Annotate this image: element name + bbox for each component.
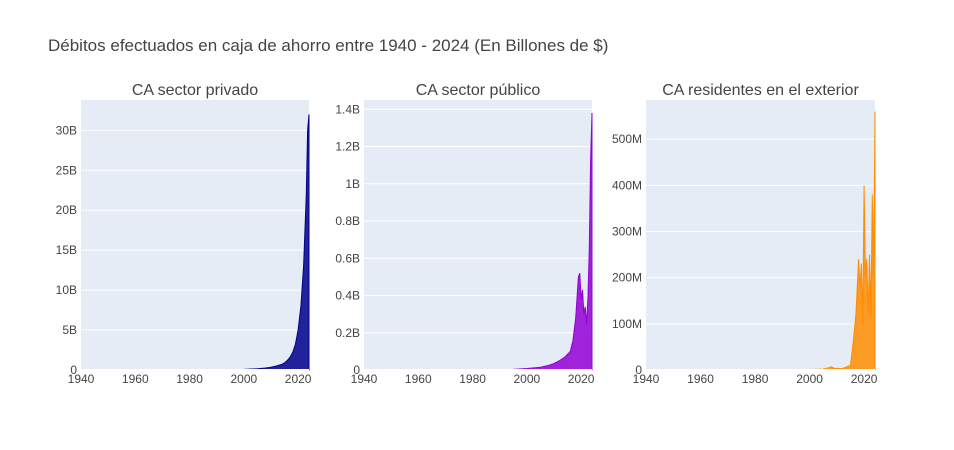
- y-tick-label: 0.8B: [335, 214, 360, 228]
- y-tick-label: 200M: [612, 271, 642, 285]
- subplot-title: CA sector privado: [132, 82, 258, 99]
- y-tick-label: 1.4B: [335, 102, 360, 116]
- subplot-1: 0 5B 10B 15B 20B 25B 30B 1940 1960 1980 2000 2020 CA…: [56, 82, 312, 386]
- plot-background: [81, 100, 309, 370]
- y-tick-label: 500M: [612, 132, 642, 146]
- y-tick-label: 1B: [345, 177, 360, 191]
- x-tick-label: 2000: [231, 372, 258, 386]
- y-tick-label: 15B: [56, 243, 77, 257]
- y-tick-label: 0: [70, 363, 77, 377]
- y-tick-label: 100M: [612, 317, 642, 331]
- x-tick-label: 1980: [459, 372, 486, 386]
- y-tick-label: 1.2B: [335, 140, 360, 154]
- y-tick-label: 25B: [56, 163, 77, 177]
- y-tick-label: 0: [353, 363, 360, 377]
- series-area: [645, 111, 876, 371]
- chart-title: Débitos efectuados en caja de ahorro ent…: [48, 36, 608, 55]
- x-tick-label: 2020: [568, 372, 595, 386]
- y-tick-label: 400M: [612, 178, 642, 192]
- x-tick-label: 1980: [176, 372, 203, 386]
- x-tick-label: 1980: [742, 372, 769, 386]
- y-tick-label: 10B: [56, 283, 77, 297]
- x-tick-label: 1940: [351, 372, 378, 386]
- x-tick-label: 2000: [796, 372, 823, 386]
- y-tick-label: 0.4B: [335, 289, 360, 303]
- y-tick-label: 20B: [56, 203, 77, 217]
- subplot-title: CA sector público: [416, 82, 541, 99]
- subplot-3: 0 100M 200M 300M 400M 500M 1940 1960 1980 2000 202…: [612, 82, 878, 386]
- y-tick-label: 0.2B: [335, 326, 360, 340]
- chart-panels: 0 5B 10B 15B 20B 25B 30B 1940 1960 1980 2000 2020 CA…: [56, 82, 878, 386]
- y-tick-label: 0: [635, 363, 642, 377]
- plot-background: [646, 100, 875, 370]
- subplot-title: CA residentes en el exterior: [662, 82, 859, 99]
- x-tick-label: 2020: [285, 372, 312, 386]
- y-tick-label: 5B: [62, 323, 77, 337]
- x-tick-label: 2020: [851, 372, 878, 386]
- y-tick-label: 30B: [56, 123, 77, 137]
- subplot-2: 0 0.2B 0.4B 0.6B 0.8B 1B 1.2B 1.4B 1940 1960 1980 2…: [335, 82, 595, 386]
- x-tick-label: 1960: [122, 372, 149, 386]
- y-tick-label: 0.6B: [335, 251, 360, 265]
- plot-background: [364, 100, 592, 370]
- y-tick-label: 300M: [612, 225, 642, 239]
- x-tick-label: 1960: [405, 372, 432, 386]
- x-tick-label: 1940: [633, 372, 660, 386]
- series-area: [364, 112, 593, 371]
- x-tick-label: 1940: [68, 372, 95, 386]
- x-tick-label: 1960: [687, 372, 714, 386]
- x-tick-label: 2000: [514, 372, 541, 386]
